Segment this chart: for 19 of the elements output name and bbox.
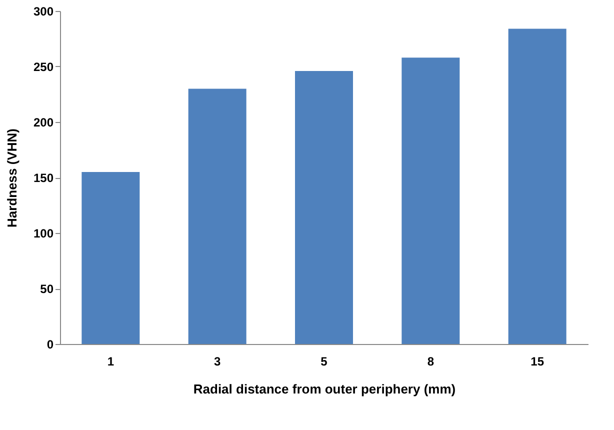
bar <box>508 28 566 344</box>
y-tick-label: 100 <box>33 226 54 240</box>
bar <box>188 88 246 344</box>
x-tick-label: 5 <box>320 354 328 368</box>
y-tick-label: 150 <box>33 171 54 185</box>
x-tick-label: 3 <box>214 354 221 368</box>
y-tick-label: 300 <box>33 4 54 18</box>
y-tick-label: 250 <box>33 60 54 74</box>
x-tick-label: 15 <box>530 354 544 368</box>
bar <box>82 172 140 344</box>
x-tick-label: 1 <box>107 354 114 368</box>
y-tick-label: 200 <box>33 116 54 130</box>
bar <box>295 70 353 344</box>
x-tick-label: 8 <box>427 354 434 368</box>
y-tick-label: 0 <box>46 338 54 352</box>
y-axis-title: Hardness (VHN) <box>4 128 20 228</box>
y-tick-label: 50 <box>40 282 54 296</box>
bar <box>402 58 460 344</box>
x-axis-title: Radial distance from outer periphery (mm) <box>193 382 456 396</box>
